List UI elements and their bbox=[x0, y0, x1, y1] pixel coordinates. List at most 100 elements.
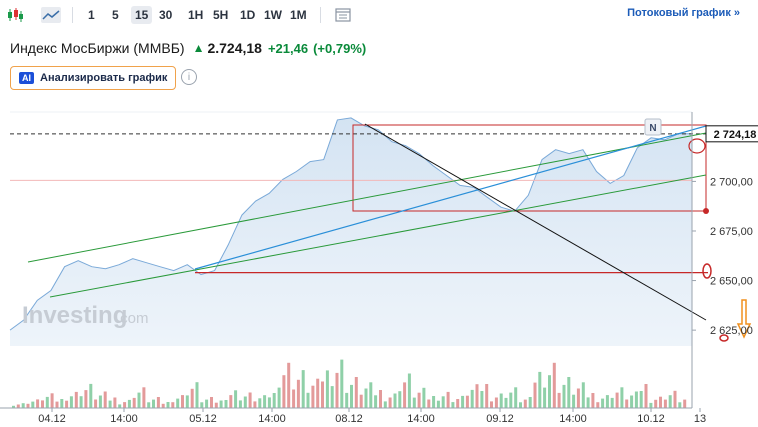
info-icon[interactable]: i bbox=[181, 69, 197, 85]
volume-bar bbox=[461, 395, 465, 408]
calendar-glyph bbox=[335, 8, 351, 22]
timeframe-5H[interactable]: 5H bbox=[213, 8, 229, 22]
volume-bar bbox=[123, 402, 127, 408]
y-tick-label: 2 675,00 bbox=[710, 226, 753, 238]
volume-bar bbox=[673, 390, 677, 408]
price-area bbox=[10, 117, 692, 347]
volume-bar bbox=[224, 400, 228, 408]
candlestick-glyph bbox=[8, 8, 23, 22]
volume-bar bbox=[210, 397, 213, 408]
y-tick-label: 2 700,00 bbox=[710, 176, 753, 188]
y-tick-label: 2 650,00 bbox=[710, 276, 753, 288]
volume-bar bbox=[330, 386, 334, 408]
volume-bar bbox=[176, 398, 180, 408]
watermark-suffix: .com bbox=[116, 310, 149, 327]
volume-bar bbox=[417, 392, 421, 408]
volume-bar bbox=[152, 399, 155, 408]
volume-bar bbox=[65, 400, 69, 408]
volume-bar bbox=[335, 372, 339, 408]
volume-bar bbox=[596, 402, 600, 408]
stream-chart-link[interactable]: Потоковый график » bbox=[627, 7, 740, 19]
volume-bar bbox=[205, 399, 209, 408]
timeframe-1D[interactable]: 1D bbox=[240, 8, 256, 22]
volume-bar bbox=[364, 388, 368, 408]
volume-bar bbox=[200, 402, 204, 408]
volume-bar bbox=[533, 382, 537, 408]
timeframe-1H[interactable]: 1H bbox=[188, 8, 204, 22]
rectangle-handle bbox=[703, 208, 709, 214]
timeframe-1W[interactable]: 1W bbox=[264, 8, 282, 22]
volume-bar bbox=[45, 396, 49, 408]
volume-bar bbox=[98, 395, 102, 408]
volume-bar bbox=[668, 395, 672, 408]
volume-bar bbox=[50, 393, 54, 408]
volume-bar bbox=[634, 391, 638, 408]
volume-bar bbox=[552, 362, 556, 408]
volume-bar bbox=[678, 402, 682, 408]
volume-bar bbox=[171, 402, 175, 408]
calendar-icon[interactable] bbox=[332, 5, 354, 25]
volume-bar bbox=[620, 387, 624, 408]
volume-bar bbox=[214, 402, 218, 408]
volume-bar bbox=[185, 395, 189, 408]
volume-bar bbox=[499, 393, 503, 408]
volume-bar bbox=[494, 397, 498, 408]
volume-bar bbox=[108, 400, 112, 408]
volume-bar bbox=[465, 395, 469, 408]
volume-bars bbox=[12, 359, 687, 408]
volume-bar bbox=[663, 399, 667, 408]
area-chart-icon[interactable] bbox=[40, 5, 62, 25]
volume-bar bbox=[639, 391, 643, 408]
volume-bar bbox=[480, 391, 484, 408]
volume-bar bbox=[451, 402, 455, 408]
volume-bar bbox=[605, 395, 609, 408]
volume-bar bbox=[311, 385, 315, 408]
volume-bar bbox=[509, 392, 513, 408]
volume-bar bbox=[248, 392, 252, 408]
volume-bar bbox=[379, 390, 382, 408]
channel-lower-line bbox=[49, 174, 707, 298]
volume-bar bbox=[219, 400, 223, 408]
candlestick-icon[interactable] bbox=[4, 5, 26, 25]
volume-bar bbox=[190, 388, 194, 408]
channel-upper-line bbox=[27, 132, 707, 263]
instrument-header: Индекс МосБиржи (MMBБ) ▲ 2.724,18 +21,46… bbox=[10, 38, 366, 58]
volume-bar bbox=[528, 397, 532, 408]
volume-bar bbox=[485, 384, 489, 408]
x-tick-label: 09.12 bbox=[486, 413, 514, 425]
volume-bar bbox=[543, 387, 547, 408]
last-price-label: 2 724,18 bbox=[714, 129, 757, 141]
volume-bar bbox=[31, 401, 35, 408]
trend-line-black bbox=[364, 123, 707, 321]
price-change-pct: (+0,79%) bbox=[313, 40, 367, 56]
volume-bar bbox=[156, 397, 160, 408]
down-arrow-icon bbox=[736, 299, 752, 339]
volume-bar bbox=[557, 392, 561, 408]
volume-bar bbox=[369, 382, 373, 408]
timeframe-1[interactable]: 1 bbox=[88, 8, 95, 22]
volume-bar bbox=[432, 396, 436, 408]
toolbar-separator bbox=[72, 7, 73, 23]
volume-bar bbox=[181, 395, 184, 408]
timeframe-1M[interactable]: 1M bbox=[290, 8, 307, 22]
volume-bar bbox=[562, 384, 566, 408]
volume-bar bbox=[567, 377, 571, 408]
volume-bar bbox=[292, 389, 296, 408]
price-area-layer bbox=[9, 117, 692, 347]
volume-bar bbox=[229, 395, 233, 408]
volume-bar bbox=[610, 397, 614, 408]
watermark: Investing .com bbox=[22, 302, 149, 329]
timeframe-5[interactable]: 5 bbox=[112, 8, 119, 22]
timeframe-15[interactable]: 15 bbox=[131, 6, 153, 24]
volume-bar bbox=[446, 391, 450, 408]
volume-bar bbox=[383, 401, 387, 408]
volume-bar bbox=[263, 395, 267, 408]
volume-bar bbox=[277, 387, 281, 408]
volume-bar bbox=[195, 382, 199, 408]
volume-bar bbox=[630, 395, 634, 408]
toolbar-separator bbox=[320, 7, 321, 23]
timeframe-30[interactable]: 30 bbox=[159, 8, 173, 22]
analyze-chart-button[interactable]: AI Анализировать график bbox=[10, 66, 177, 90]
volume-bar bbox=[103, 391, 107, 408]
